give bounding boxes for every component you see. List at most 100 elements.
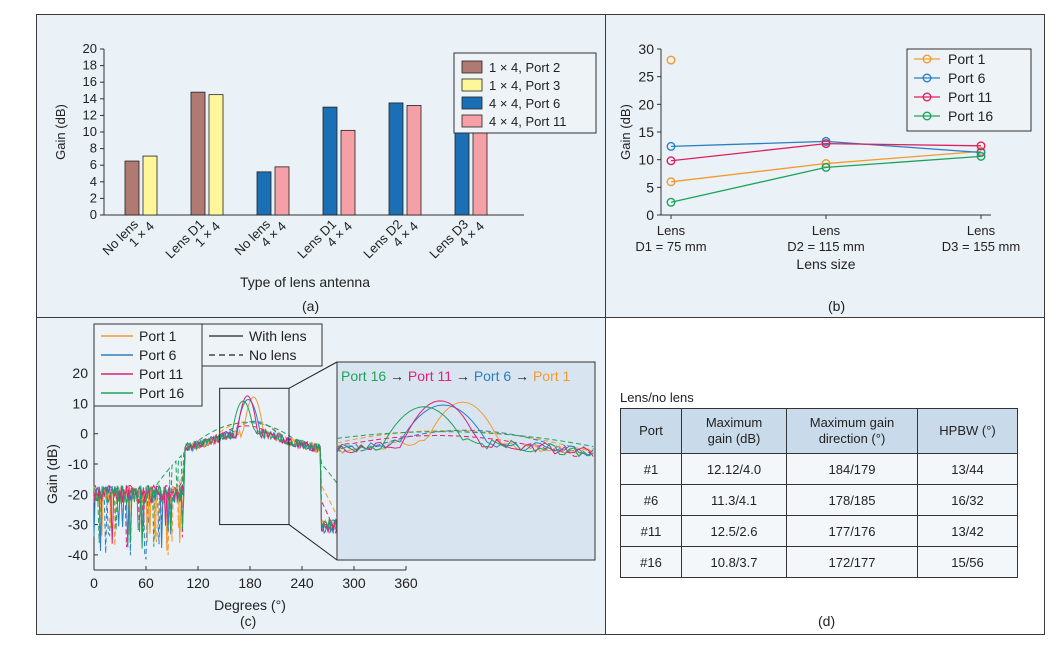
cell-port: #16	[620, 546, 682, 578]
legend-label: With lens	[249, 328, 307, 344]
y-tick-label: 6	[90, 157, 97, 172]
cell-max-gain: 12.12/4.0	[681, 453, 787, 485]
bar	[322, 106, 338, 216]
pattern-line-with-lens	[336, 400, 594, 457]
legend-label: 1 × 4, Port 2	[489, 60, 560, 75]
legend-label: Port 1	[948, 51, 986, 67]
legend-label: Port 16	[139, 385, 184, 401]
panel-a: 0 2 4 6 8 10 12 14 16 18 20 Gain (dB) No lens 1 × 4 Le…	[36, 14, 606, 318]
legend-marker	[922, 92, 932, 102]
x-tick-label: 240	[290, 575, 314, 591]
y-tick-label: 12	[83, 107, 97, 122]
x-tick-label: 360	[394, 575, 418, 591]
y-tick-label: 15	[638, 124, 654, 140]
legend-swatch	[461, 114, 483, 128]
cell-direction: 177/176	[786, 515, 918, 547]
data-point	[821, 162, 831, 172]
legend-label: 4 × 4, Port 6	[489, 96, 560, 111]
table-row: #1 12.12/4.0 184/179 13/44	[620, 453, 1018, 485]
outlier-point	[666, 55, 676, 65]
y-tick-label: 20	[83, 41, 97, 56]
legend-swatch	[461, 96, 483, 110]
x-axis-label: Degrees (°)	[214, 597, 286, 613]
table-row: #16 10.8/3.7 172/177 15/56	[620, 546, 1018, 578]
y-tick-label: -40	[68, 547, 88, 563]
cell-port: #11	[620, 515, 682, 547]
y-axis-label: Gain (dB)	[618, 104, 633, 160]
legend-marker	[922, 73, 932, 83]
legend-b: Port 1 Port 6 Port 11 Port 16	[906, 48, 1032, 132]
y-tick-label: 5	[646, 179, 654, 195]
data-point	[976, 147, 986, 157]
x-axis-label: Type of lens antenna	[240, 274, 370, 290]
cell-hpbw: 13/42	[917, 515, 1018, 547]
x-tick-label: D1 = 75 mm	[635, 239, 706, 254]
x-tick-label: 0	[90, 575, 98, 591]
header-max-gain-direction: Maximum gain direction (°)	[786, 408, 918, 454]
inset-title-part: Port 1	[533, 368, 571, 384]
bar	[124, 160, 140, 216]
y-tick-label: -30	[68, 517, 88, 533]
cell-max-gain: 11.3/4.1	[681, 484, 787, 516]
panel-b-label: (b)	[828, 298, 846, 314]
panel-a-label: (a)	[302, 298, 320, 314]
y-tick-label: 20	[72, 365, 88, 381]
bar	[256, 171, 272, 216]
cell-max-gain: 12.5/2.6	[681, 515, 787, 547]
inset-title-part: Port 11	[408, 368, 452, 384]
y-tick-label: 0	[90, 207, 97, 222]
y-tick-label: -10	[68, 456, 88, 472]
bar	[208, 94, 224, 216]
legend-marker	[922, 111, 932, 121]
x-tick-label: 60	[138, 575, 154, 591]
y-tick-label: 2	[90, 190, 97, 205]
legend-label: Port 16	[948, 108, 993, 124]
x-tick-label: Lens	[657, 223, 686, 238]
legend-ports: Port 1 Port 6 Port 11 Port 16	[93, 323, 203, 407]
y-tick-label: 0	[646, 207, 654, 223]
bar	[340, 129, 356, 216]
y-tick-label: 25	[638, 69, 654, 85]
y-tick-label: 0	[80, 426, 88, 442]
y-tick-label: -20	[68, 486, 88, 502]
y-axis-label: Gain (dB)	[53, 104, 68, 160]
legend-label: 4 × 4, Port 11	[489, 114, 566, 129]
panel-c-label: (c)	[240, 613, 257, 629]
legend-label: Port 6	[948, 70, 986, 86]
legend-box	[201, 323, 323, 367]
panel-d: Lens/no lens Port Maximum gain (dB) Maxim…	[605, 317, 1045, 635]
y-tick-label: 10	[83, 124, 97, 139]
legend-label: Port 11	[139, 366, 183, 382]
series-line	[670, 140, 982, 154]
header-hpbw: HPBW (°)	[917, 408, 1018, 454]
y-tick-label: 18	[83, 58, 97, 73]
panel-c: -40 -30 -20 -10 0 10 20 0 60 120 180 240 300 360 Degre…	[36, 317, 606, 635]
y-tick-label: 20	[638, 96, 654, 112]
cell-hpbw: 15/56	[917, 546, 1018, 578]
x-tick-label: 120	[186, 575, 210, 591]
cell-direction: 178/185	[786, 484, 918, 516]
table-row: #11 12.5/2.6 177/176 13/42	[620, 515, 1018, 547]
legend-marker	[922, 54, 932, 64]
data-point	[666, 177, 676, 187]
legend-styles: With lens No lens	[201, 323, 323, 367]
series-line	[670, 155, 982, 203]
header-port: Port	[620, 408, 682, 454]
x-tick-label: Lens	[812, 223, 841, 238]
x-tick-label: 180	[238, 575, 262, 591]
data-point	[976, 151, 986, 161]
table-caption: Lens/no lens	[620, 390, 694, 405]
bar	[142, 155, 158, 216]
cell-port: #6	[620, 484, 682, 516]
data-point	[976, 141, 986, 151]
y-tick-label: 30	[638, 41, 654, 57]
inset-title-part: →	[511, 368, 533, 384]
bar	[388, 102, 404, 216]
table-row: #6 11.3/4.1 178/185 16/32	[620, 484, 1018, 516]
legend-label: Port 11	[948, 89, 992, 105]
legend-label: Port 6	[139, 347, 177, 363]
inset-box	[336, 361, 596, 561]
cell-hpbw: 16/32	[917, 484, 1018, 516]
